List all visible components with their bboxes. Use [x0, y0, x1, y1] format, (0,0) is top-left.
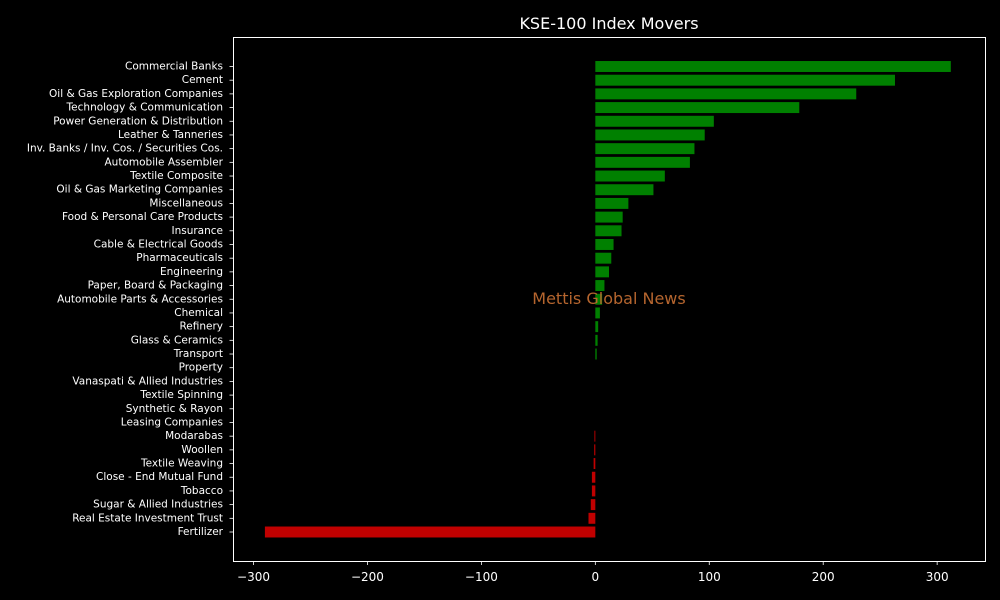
category-label: Textile Composite: [129, 170, 223, 182]
bar: [594, 430, 596, 442]
category-label: Inv. Banks / Inv. Cos. / Securities Cos.: [27, 143, 223, 155]
bar: [595, 293, 603, 305]
bar: [595, 143, 695, 155]
bar: [595, 61, 951, 72]
bar: [595, 115, 714, 127]
category-label: Automobile Parts & Accessories: [57, 293, 223, 305]
bar: [595, 252, 612, 264]
category-label: Woollen: [181, 444, 223, 456]
category-label: Technology & Communication: [66, 102, 223, 114]
x-tick-label: −100: [465, 570, 498, 584]
category-label: Oil & Gas Exploration Companies: [49, 88, 223, 100]
category-label: Cable & Electrical Goods: [94, 238, 223, 250]
bar: [595, 184, 654, 196]
category-label: Sugar & Allied Industries: [93, 499, 223, 511]
category-label: Property: [179, 362, 223, 374]
category-label: Food & Personal Care Products: [62, 211, 223, 223]
x-tick-label: −300: [237, 570, 270, 584]
bar: [595, 129, 705, 141]
bar: [595, 239, 614, 250]
category-label: Leasing Companies: [121, 416, 223, 428]
bar: [595, 307, 600, 319]
bar: [593, 458, 596, 470]
plot-frame: [233, 37, 986, 562]
category-label: Oil & Gas Marketing Companies: [56, 184, 223, 196]
category-label: Paper, Board & Packaging: [88, 280, 223, 292]
x-tick-label: 200: [812, 570, 835, 584]
bar: [588, 512, 596, 524]
category-label: Chemical: [174, 307, 223, 319]
category-label: Glass & Ceramics: [131, 334, 223, 346]
x-axis-ticks: −300 −200 −100 0 100 200 300: [237, 561, 949, 584]
bar: [595, 88, 857, 100]
category-label: Tobacco: [180, 485, 223, 497]
category-label: Miscellaneous: [149, 197, 223, 209]
bar: [591, 471, 596, 483]
category-label: Insurance: [171, 225, 223, 237]
x-tick-label: −200: [351, 570, 384, 584]
category-label: Real Estate Investment Trust: [72, 512, 223, 524]
bars-group: [264, 61, 951, 538]
bar: [595, 266, 609, 278]
bar: [595, 334, 598, 346]
category-label: Power Generation & Distribution: [53, 115, 223, 127]
bar: [595, 156, 690, 168]
chart-title: KSE-100 Index Movers: [519, 14, 698, 33]
bar: [264, 526, 596, 538]
category-label: Textile Spinning: [139, 389, 223, 401]
category-label: Pharmaceuticals: [136, 252, 223, 264]
bar: [595, 321, 599, 333]
bar: [590, 499, 596, 511]
bar: [594, 444, 596, 456]
bar: [595, 170, 665, 182]
category-label: Synthetic & Rayon: [126, 403, 223, 415]
category-label: Cement: [182, 74, 223, 86]
category-label: Vanaspati & Allied Industries: [72, 375, 223, 387]
bar: [595, 102, 800, 114]
bar: [591, 485, 596, 497]
x-tick-label: 0: [592, 570, 600, 584]
category-label: Transport: [173, 348, 223, 360]
x-tick-label: 100: [698, 570, 721, 584]
category-label: Modarabas: [165, 430, 223, 442]
bar: [595, 348, 597, 360]
category-label: Engineering: [160, 266, 223, 278]
watermark-text: Mettis Global News: [532, 289, 685, 308]
category-label: Automobile Assembler: [105, 156, 224, 168]
category-label: Fertilizer: [178, 526, 224, 538]
bar: [595, 225, 622, 237]
x-tick-label: 300: [926, 570, 949, 584]
category-label: Leather & Tanneries: [118, 129, 223, 141]
category-label: Commercial Banks: [125, 61, 223, 73]
bar: [595, 211, 623, 223]
category-label: Close - End Mutual Fund: [96, 471, 223, 483]
bar: [595, 280, 605, 292]
bar: [595, 197, 629, 209]
category-label: Textile Weaving: [140, 458, 223, 470]
category-label: Refinery: [179, 321, 223, 333]
bar: [595, 74, 895, 86]
